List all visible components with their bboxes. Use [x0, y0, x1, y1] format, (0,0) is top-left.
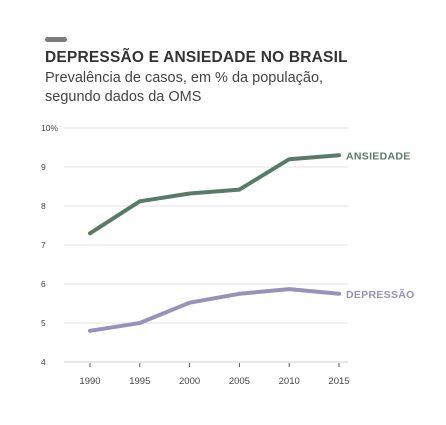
subtitle-line-2: segundo dados da OMS — [45, 89, 202, 105]
series-label-depressao: DEPRESSÃO — [346, 288, 415, 301]
y-tick-label: 5 — [41, 318, 46, 328]
series-line-depressao — [88, 287, 341, 333]
x-tick-label: 2005 — [229, 376, 250, 387]
series-labels: ANSIEDADE DEPRESSÃO — [346, 150, 415, 301]
x-tick-label: 2010 — [279, 376, 300, 387]
series-line-ansiedade — [88, 153, 341, 236]
y-tick-label: 4 — [41, 357, 46, 367]
subtitle-line-1: Prevalência de casos, em % da população, — [45, 70, 324, 86]
series-label-ansiedade: ANSIEDADE — [346, 150, 411, 162]
y-tick-label: 6 — [41, 279, 46, 289]
y-tick-label: 7 — [41, 240, 46, 250]
x-tick-label: 2015 — [328, 376, 349, 387]
x-tick-label: 1995 — [129, 376, 150, 387]
x-axis-ticks: 1990 1995 2000 2005 2010 2015 — [79, 363, 350, 387]
grid-lines — [64, 127, 348, 363]
x-tick-label: 2000 — [179, 376, 200, 387]
y-tick-label: 8 — [41, 201, 46, 211]
chart-title: DEPRESSÃO E ANSIEDADE NO BRASIL — [45, 49, 348, 66]
y-axis-tick-labels: 4 5 6 7 8 9 10% — [41, 123, 58, 367]
y-tick-label: 10% — [41, 123, 58, 133]
series-lines — [88, 153, 341, 333]
title-accent-bar — [45, 37, 67, 42]
y-tick-label: 9 — [41, 162, 46, 172]
x-tick-label: 1990 — [79, 376, 100, 387]
chart-subtitle: Prevalência de casos, em % da população,… — [45, 69, 405, 107]
